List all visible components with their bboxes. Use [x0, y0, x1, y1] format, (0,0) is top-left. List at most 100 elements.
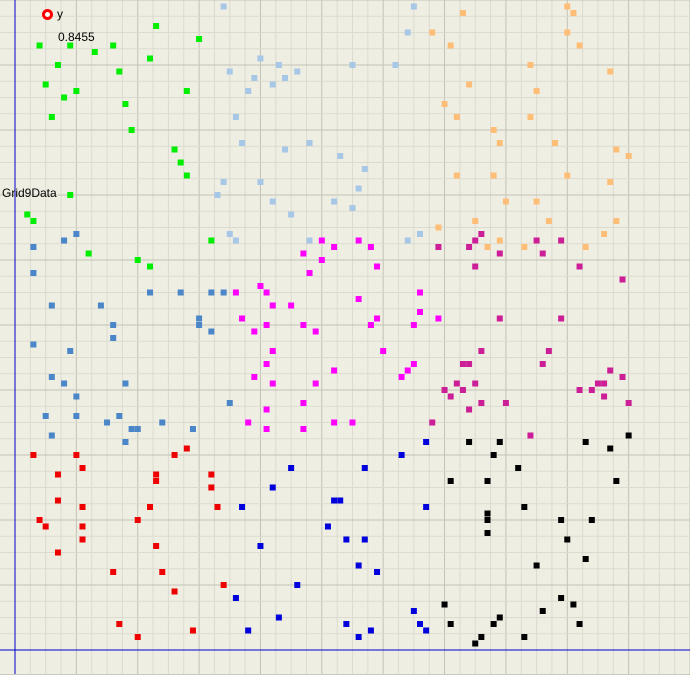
data-point	[619, 276, 626, 283]
data-point	[269, 484, 276, 491]
data-point	[134, 517, 141, 523]
data-point	[263, 406, 270, 413]
data-point	[147, 289, 153, 296]
data-point	[435, 315, 442, 322]
data-point	[269, 348, 276, 354]
data-point	[48, 432, 55, 439]
data-point	[576, 387, 583, 393]
data-point	[30, 341, 37, 348]
data-point	[564, 29, 571, 36]
data-point	[306, 270, 313, 276]
data-point	[374, 315, 381, 322]
data-point	[367, 322, 374, 328]
data-point	[208, 328, 215, 335]
data-point	[208, 289, 215, 296]
data-point	[484, 478, 491, 484]
data-point	[36, 42, 43, 49]
data-point	[232, 237, 239, 244]
data-point	[404, 367, 411, 374]
data-point	[220, 289, 227, 296]
data-point	[423, 627, 430, 634]
data-point	[196, 322, 203, 328]
data-point	[110, 569, 117, 575]
data-point	[361, 536, 368, 543]
data-point	[116, 413, 123, 419]
data-point	[263, 361, 270, 367]
data-point	[417, 231, 423, 237]
data-point	[496, 315, 503, 322]
data-point	[269, 198, 276, 205]
data-point	[502, 198, 509, 205]
data-point	[521, 504, 528, 510]
data-point	[300, 400, 307, 406]
data-point	[380, 348, 387, 354]
data-point	[582, 556, 589, 562]
data-point	[392, 62, 399, 68]
data-point	[490, 127, 497, 133]
data-point	[625, 400, 632, 406]
data-point	[533, 198, 540, 205]
data-point	[558, 517, 565, 523]
data-point	[484, 517, 491, 523]
data-point	[220, 3, 227, 10]
data-point	[484, 530, 491, 536]
data-point	[613, 478, 620, 484]
data-point	[472, 263, 479, 270]
data-point	[447, 621, 454, 627]
data-point	[300, 426, 307, 432]
data-point	[472, 640, 479, 647]
data-point	[564, 536, 571, 543]
data-point	[30, 452, 37, 458]
data-point	[134, 257, 141, 263]
data-point	[527, 114, 534, 120]
data-point	[177, 289, 184, 296]
data-point	[588, 387, 595, 393]
data-point	[545, 218, 552, 224]
data-point	[410, 361, 417, 367]
data-point	[24, 211, 31, 218]
data-point	[257, 55, 264, 62]
data-point	[245, 627, 252, 634]
data-point	[349, 419, 356, 426]
data-point	[214, 192, 221, 198]
data-point	[337, 153, 344, 159]
data-point	[30, 218, 37, 224]
data-point	[306, 237, 313, 244]
data-point	[582, 244, 589, 250]
data-point	[484, 244, 491, 250]
data-point	[110, 322, 117, 328]
data-point	[226, 231, 233, 237]
data-point	[134, 426, 141, 432]
data-point	[91, 49, 98, 55]
data-point	[410, 3, 417, 10]
data-point	[539, 250, 546, 257]
data-point	[410, 322, 417, 328]
data-point	[361, 465, 368, 471]
data-point	[73, 88, 80, 94]
data-point	[613, 218, 620, 224]
series-label: Grid9Data	[2, 186, 57, 200]
data-point	[472, 237, 479, 244]
data-point	[232, 114, 239, 120]
data-point	[220, 179, 227, 185]
data-point	[67, 348, 74, 354]
data-point	[257, 543, 264, 549]
data-point	[73, 452, 80, 458]
data-point	[30, 244, 37, 250]
data-point	[607, 445, 614, 452]
data-point	[619, 374, 626, 380]
data-point	[496, 140, 503, 146]
data-point	[116, 621, 123, 627]
data-point	[239, 140, 246, 146]
data-point	[355, 237, 362, 244]
data-point	[73, 413, 80, 419]
data-point	[331, 198, 338, 205]
data-point	[441, 387, 448, 393]
data-point	[251, 328, 258, 335]
data-point	[251, 75, 258, 81]
data-point	[153, 23, 160, 29]
data-point	[153, 543, 160, 549]
data-point	[48, 374, 55, 380]
